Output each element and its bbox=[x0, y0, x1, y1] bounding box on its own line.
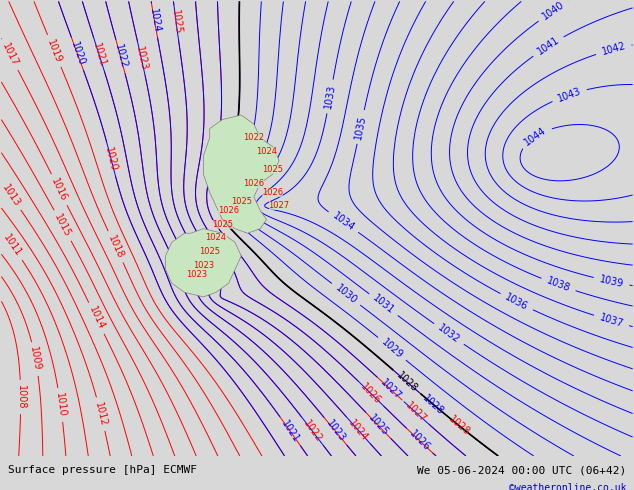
Text: 1031: 1031 bbox=[371, 293, 396, 316]
Text: 1029: 1029 bbox=[379, 337, 404, 361]
Polygon shape bbox=[204, 115, 279, 233]
Text: 1022: 1022 bbox=[301, 418, 324, 444]
Text: Surface pressure [hPa] ECMWF: Surface pressure [hPa] ECMWF bbox=[8, 465, 197, 475]
Text: 1021: 1021 bbox=[279, 418, 301, 444]
Text: 1034: 1034 bbox=[330, 211, 356, 233]
Polygon shape bbox=[165, 229, 242, 297]
Text: 1023: 1023 bbox=[134, 46, 149, 72]
Text: 1025: 1025 bbox=[262, 165, 283, 174]
Text: 1038: 1038 bbox=[545, 276, 572, 294]
Text: 1019: 1019 bbox=[45, 38, 63, 64]
Text: 1022: 1022 bbox=[113, 43, 129, 70]
Text: We 05-06-2024 00:00 UTC (06+42): We 05-06-2024 00:00 UTC (06+42) bbox=[417, 465, 626, 475]
Text: 1028: 1028 bbox=[447, 414, 472, 438]
Text: 1024: 1024 bbox=[205, 233, 226, 242]
Text: 1028: 1028 bbox=[394, 370, 419, 394]
Text: 1026: 1026 bbox=[408, 428, 432, 453]
Text: 1011: 1011 bbox=[1, 233, 23, 259]
Text: 1025: 1025 bbox=[366, 413, 391, 438]
Text: 1028: 1028 bbox=[421, 392, 446, 416]
Text: 1025: 1025 bbox=[231, 197, 252, 206]
Text: 1015: 1015 bbox=[53, 212, 73, 239]
Text: 1013: 1013 bbox=[0, 182, 22, 208]
Text: 1041: 1041 bbox=[535, 35, 561, 57]
Text: 1020: 1020 bbox=[103, 146, 119, 172]
Text: 1036: 1036 bbox=[503, 292, 530, 312]
Text: 1023: 1023 bbox=[193, 261, 214, 270]
Text: 1025: 1025 bbox=[199, 247, 220, 256]
Text: 1032: 1032 bbox=[436, 323, 462, 345]
Text: 1039: 1039 bbox=[598, 274, 624, 289]
Text: 1018: 1018 bbox=[106, 234, 125, 260]
Text: 1025: 1025 bbox=[170, 9, 183, 35]
Text: 1044: 1044 bbox=[522, 125, 548, 147]
Text: 1026: 1026 bbox=[243, 179, 264, 188]
Text: 1023: 1023 bbox=[186, 270, 207, 279]
Text: 1035: 1035 bbox=[353, 114, 368, 140]
Text: 1014: 1014 bbox=[87, 305, 106, 331]
Text: 1027: 1027 bbox=[378, 377, 403, 402]
Text: 1040: 1040 bbox=[540, 0, 566, 22]
Text: 1026: 1026 bbox=[359, 381, 383, 406]
Text: 1023: 1023 bbox=[324, 418, 347, 444]
Text: 1012: 1012 bbox=[93, 401, 108, 427]
Text: ©weatheronline.co.uk: ©weatheronline.co.uk bbox=[509, 483, 626, 490]
Text: 1016: 1016 bbox=[49, 176, 69, 203]
Text: 1030: 1030 bbox=[333, 283, 359, 306]
Text: 1008: 1008 bbox=[16, 385, 26, 409]
Text: 1027: 1027 bbox=[269, 201, 290, 210]
Text: 1033: 1033 bbox=[323, 84, 337, 109]
Text: 1020: 1020 bbox=[68, 40, 86, 67]
Text: 1024: 1024 bbox=[148, 7, 162, 33]
Text: 1021: 1021 bbox=[91, 42, 107, 68]
Text: 1026: 1026 bbox=[262, 188, 283, 197]
Text: 1010: 1010 bbox=[54, 392, 67, 417]
Text: 1027: 1027 bbox=[403, 400, 428, 424]
Text: 1017: 1017 bbox=[0, 41, 20, 68]
Text: 1042: 1042 bbox=[600, 41, 627, 57]
Text: 1022: 1022 bbox=[243, 133, 264, 142]
Text: 1043: 1043 bbox=[556, 86, 583, 104]
Text: 1024: 1024 bbox=[346, 417, 370, 443]
Text: 1024: 1024 bbox=[256, 147, 277, 156]
Text: 1009: 1009 bbox=[29, 346, 42, 372]
Text: 1026: 1026 bbox=[218, 206, 239, 215]
Text: 1037: 1037 bbox=[598, 312, 624, 329]
Text: 1025: 1025 bbox=[212, 220, 233, 229]
